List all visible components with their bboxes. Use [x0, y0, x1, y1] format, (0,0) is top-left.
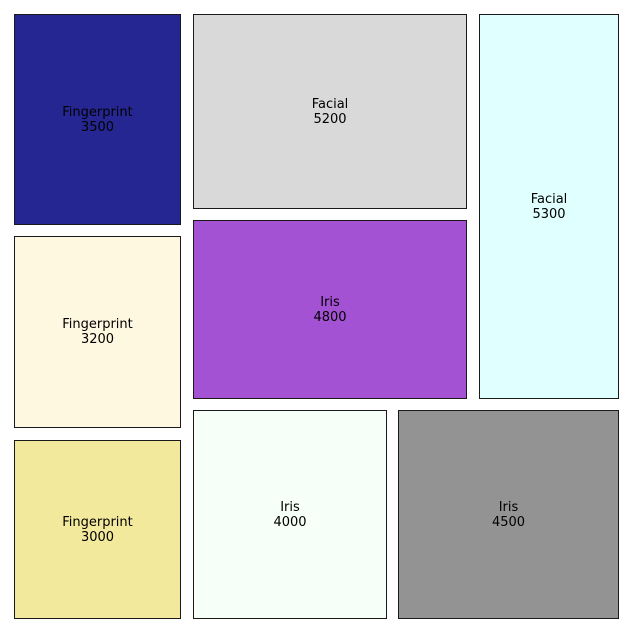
- treemap-cell-fingerprint-3500: Fingerprint 3500: [14, 14, 181, 225]
- treemap-cell-iris-4000: Iris 4000: [193, 410, 387, 619]
- cell-category: Fingerprint: [62, 104, 133, 120]
- cell-label: Facial 5300: [531, 192, 568, 222]
- treemap-cell-fingerprint-3200: Fingerprint 3200: [14, 236, 181, 428]
- cell-label: Iris 4000: [273, 500, 306, 530]
- cell-value: 3200: [80, 332, 115, 347]
- cell-label: Facial 5200: [312, 97, 349, 127]
- cell-label: Fingerprint 3200: [62, 317, 133, 347]
- cell-label: Fingerprint 3000: [62, 515, 133, 545]
- cell-value: 4000: [273, 514, 307, 530]
- cell-category: Facial: [311, 96, 349, 112]
- cell-category: Facial: [530, 191, 568, 207]
- cell-value: 4800: [313, 309, 347, 325]
- cell-label: Fingerprint 3500: [62, 105, 133, 135]
- cell-category: Iris: [280, 499, 300, 515]
- treemap-cell-iris-4500: Iris 4500: [398, 410, 619, 619]
- treemap-cell-fingerprint-3000: Fingerprint 3000: [14, 440, 181, 619]
- cell-category: Iris: [498, 499, 519, 515]
- treemap-cell-facial-5200: Facial 5200: [193, 14, 467, 209]
- cell-value: 4500: [491, 514, 526, 530]
- cell-category: Fingerprint: [62, 514, 133, 530]
- cell-label: Iris 4500: [492, 500, 525, 530]
- cell-value: 3000: [80, 529, 115, 545]
- cell-category: Fingerprint: [62, 317, 133, 332]
- treemap-cell-iris-4800: Iris 4800: [193, 220, 467, 399]
- cell-value: 5300: [532, 206, 566, 222]
- treemap-cell-facial-5300: Facial 5300: [479, 14, 619, 399]
- cell-label: Iris 4800: [313, 295, 346, 325]
- cell-category: Iris: [320, 294, 340, 310]
- cell-value: 5200: [313, 111, 347, 127]
- cell-value: 3500: [80, 119, 115, 135]
